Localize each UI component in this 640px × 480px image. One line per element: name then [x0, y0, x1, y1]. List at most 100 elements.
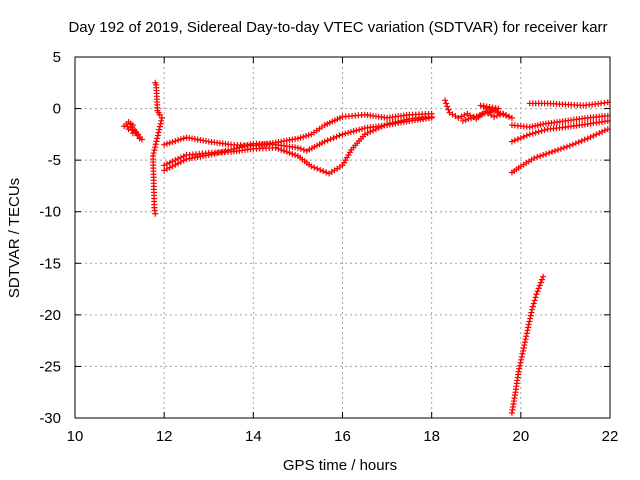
data-point: [154, 132, 161, 139]
data-point: [497, 110, 504, 117]
data-point: [289, 150, 296, 157]
data-point: [297, 145, 304, 152]
y-tick-label: 0: [53, 101, 61, 118]
data-point: [247, 141, 254, 148]
y-axis-label: SDTVAR / TECUs: [6, 178, 23, 298]
data-point: [324, 137, 331, 144]
data-point: [531, 155, 538, 162]
data-point: [517, 134, 524, 141]
data-point: [292, 151, 299, 158]
data-point: [455, 114, 462, 121]
data-point: [155, 129, 162, 136]
data-point: [205, 151, 212, 158]
data-point: [297, 134, 304, 141]
data-point: [569, 141, 576, 148]
series-cluster-18.5-19.8h: [442, 97, 515, 124]
data-point: [444, 103, 451, 110]
data-point: [280, 147, 287, 154]
axis-ticks: 10 12 14 16 18 20 22 5 0 -5 -10 -15 -20 -25 -30: [39, 49, 618, 445]
data-point: [554, 146, 561, 153]
data-point: [527, 315, 534, 322]
data-point: [442, 97, 449, 104]
data-point: [566, 142, 573, 149]
data-point: [364, 130, 371, 137]
data-point: [163, 161, 170, 168]
data-point: [491, 113, 498, 120]
data-point: [169, 138, 176, 145]
data-point: [154, 135, 161, 142]
data-point: [531, 297, 538, 304]
data-point: [532, 129, 539, 136]
series-steep-line: [508, 273, 547, 416]
data-point: [518, 353, 525, 360]
data-point: [353, 127, 360, 134]
x-tick-label: 10: [67, 428, 84, 445]
data-point: [470, 114, 477, 121]
data-point: [560, 144, 567, 151]
data-point: [520, 345, 527, 352]
data-point: [526, 318, 533, 325]
data-point: [524, 327, 531, 334]
x-tick-label: 16: [334, 428, 351, 445]
data-point: [535, 128, 542, 135]
data-point: [236, 144, 243, 151]
data-point: [317, 166, 324, 173]
data-point: [537, 279, 544, 286]
data-point: [529, 303, 536, 310]
data-point: [495, 105, 502, 112]
data-point: [156, 126, 163, 133]
data-point: [481, 110, 488, 117]
data-point: [525, 321, 532, 328]
data-point: [584, 135, 591, 142]
data-point: [156, 123, 163, 130]
data-point: [514, 136, 521, 143]
data-point: [473, 113, 480, 120]
data-point: [222, 148, 229, 155]
data-point: [523, 330, 530, 337]
data-point: [462, 116, 469, 123]
data-point: [219, 148, 226, 155]
data-point: [536, 282, 543, 289]
data-point: [581, 136, 588, 143]
data-point: [506, 113, 513, 120]
data-points: [121, 79, 611, 416]
data-point: [294, 135, 301, 142]
data-point: [523, 333, 530, 340]
data-point: [534, 154, 541, 161]
data-point: [599, 128, 606, 135]
data-point: [532, 122, 539, 129]
chart-title: Day 192 of 2019, Sidereal Day-to-day VTE…: [68, 19, 607, 36]
data-point: [549, 148, 556, 155]
data-point: [528, 309, 535, 316]
data-point: [428, 114, 435, 121]
data-point: [552, 147, 559, 154]
data-point: [508, 138, 515, 145]
data-point: [539, 276, 546, 283]
data-point: [314, 165, 321, 172]
series-late-1: [508, 112, 611, 131]
data-point: [302, 133, 309, 140]
series-track-c: [161, 114, 435, 174]
data-point: [152, 144, 159, 151]
data-point: [476, 112, 483, 119]
data-point: [228, 146, 235, 153]
data-point: [533, 291, 540, 298]
data-point: [241, 142, 248, 149]
data-point: [443, 100, 450, 107]
data-point: [487, 108, 494, 115]
data-point: [305, 132, 312, 139]
data-point: [361, 131, 368, 138]
data-point: [465, 116, 472, 123]
data-point: [445, 106, 452, 113]
x-tick-label: 18: [423, 428, 440, 445]
data-point: [175, 137, 182, 144]
data-point: [350, 128, 357, 135]
data-point: [522, 336, 529, 343]
data-point: [327, 136, 334, 143]
plot-frame: [74, 56, 611, 419]
data-point: [459, 117, 466, 124]
data-point: [490, 107, 497, 114]
x-tick-label: 20: [512, 428, 529, 445]
data-point: [150, 150, 157, 157]
